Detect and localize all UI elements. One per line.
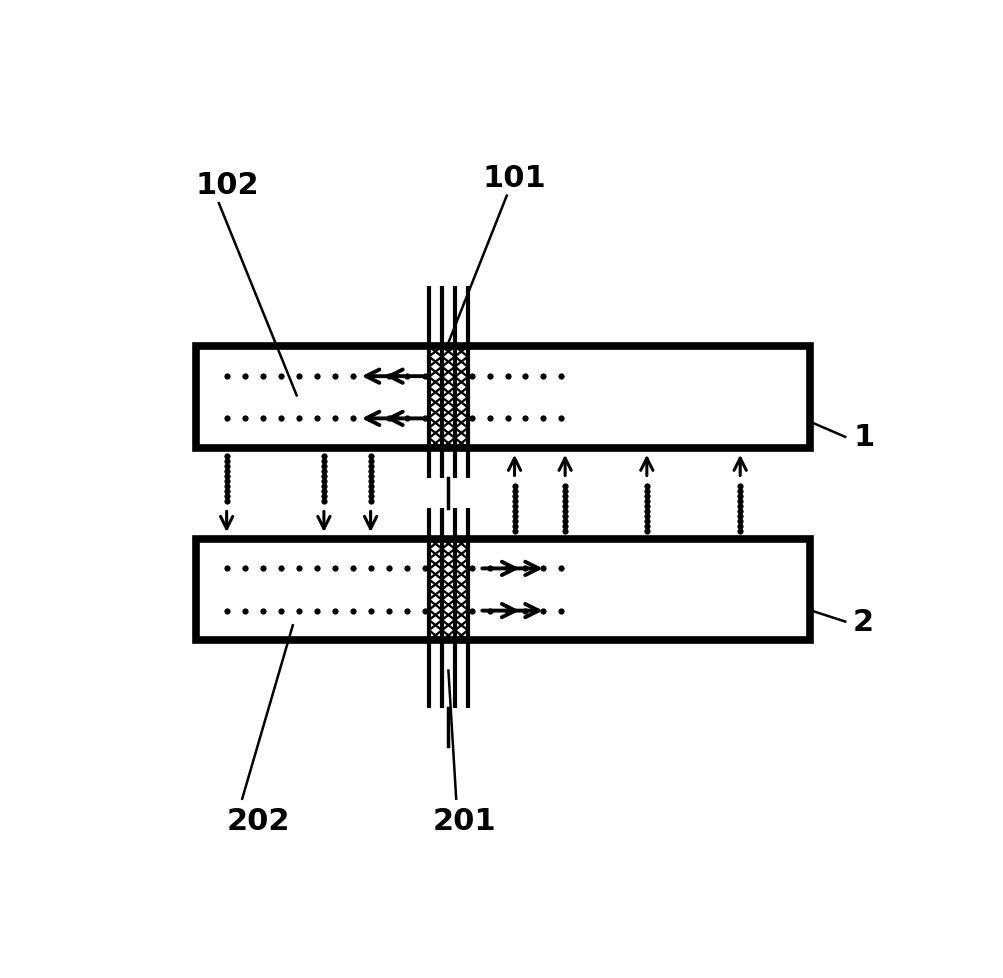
Text: 1: 1 — [853, 422, 874, 452]
Text: 101: 101 — [482, 163, 546, 193]
Bar — [196, 347, 809, 449]
Text: 102: 102 — [196, 171, 259, 200]
Text: 2: 2 — [853, 607, 874, 637]
Text: 202: 202 — [227, 807, 290, 835]
Bar — [196, 539, 809, 641]
Text: 201: 201 — [431, 807, 495, 835]
